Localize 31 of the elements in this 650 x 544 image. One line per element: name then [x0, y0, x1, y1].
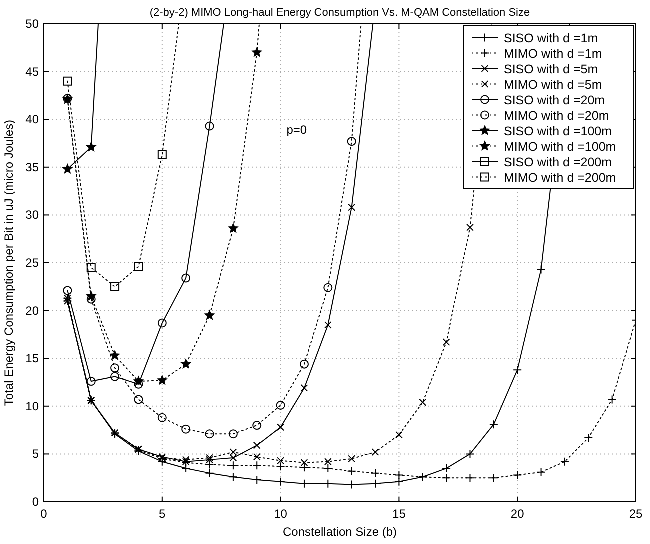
annotation: p=0: [286, 122, 308, 137]
legend-label: SISO with d =200m: [504, 155, 612, 170]
legend-label: MIMO with d =20m: [504, 108, 610, 123]
x-tick-label: 5: [159, 507, 166, 521]
y-tick-label: 25: [26, 256, 40, 270]
y-tick-label: 5: [32, 447, 40, 462]
y-tick-label: 50: [26, 17, 40, 31]
x-tick-label: 15: [392, 507, 406, 521]
legend-label: SISO with d =100m: [504, 124, 612, 138]
y-tick-label: 40: [26, 112, 40, 127]
legend-label: SISO with d =1m: [504, 31, 598, 46]
y-tick-label: 35: [26, 160, 40, 174]
y-tick-label: 0: [32, 495, 40, 509]
y-tick-label: 45: [26, 64, 40, 79]
y-tick-label: 10: [26, 399, 40, 414]
legend-label: MIMO with d =200m: [504, 170, 616, 185]
legend-label: SISO with d =20m: [504, 93, 606, 108]
legend-label: MIMO with d =5m: [504, 78, 602, 92]
legend-label: MIMO with d =1m: [504, 46, 602, 61]
chart-title: (2-by-2) MIMO Long-haul Energy Consumption Vs. M-QAM Constellation Size: [150, 7, 530, 19]
x-axis-title: Constellation Size (b): [282, 525, 398, 539]
x-tick-label: 10: [274, 507, 288, 521]
legend-label: SISO with d =5m: [504, 62, 598, 76]
x-tick-label: 0: [40, 507, 48, 521]
legend-label: MIMO with d =100m: [504, 140, 616, 154]
y-axis-title: Total Energy Consumption per Bit in uJ (micro Joules): [2, 120, 16, 406]
x-tick-label: 25: [629, 507, 643, 521]
y-tick-label: 30: [26, 208, 40, 222]
x-tick-label: 20: [510, 507, 525, 521]
y-tick-label: 15: [26, 352, 40, 366]
y-tick-label: 20: [26, 304, 40, 318]
